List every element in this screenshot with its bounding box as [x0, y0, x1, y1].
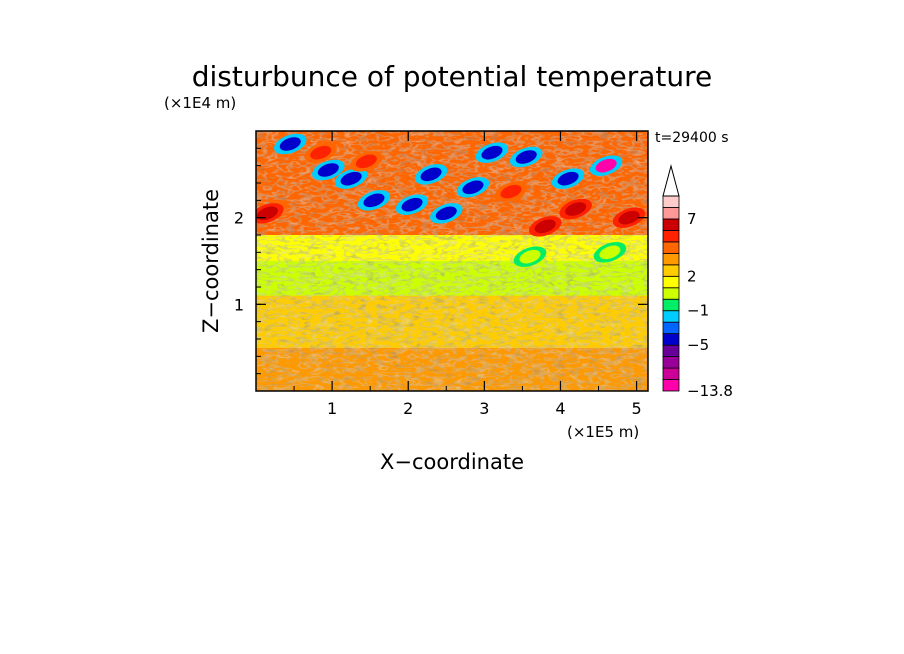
colorbar-swatch: [662, 264, 680, 277]
y-axis-label: Z−coordinate: [199, 189, 223, 333]
colorbar-extend-arrow: [662, 164, 680, 197]
field-feature: [462, 180, 484, 195]
field-feature: [279, 137, 301, 151]
colorbar-swatch: [662, 333, 680, 346]
field-feature: [256, 206, 278, 221]
field-feature: [519, 249, 541, 264]
time-label: t=29400 s: [655, 130, 729, 146]
x-axis: 1 2 3 4 5: [293, 131, 642, 418]
colorbar-swatch: [662, 356, 680, 369]
colorbar-label: −5: [687, 336, 709, 354]
field-feature: [515, 150, 537, 164]
colorbar-swatch: [662, 207, 680, 220]
colorbar: 7 2 −1 −5 −13.8: [662, 164, 733, 400]
colorbar-swatch: [662, 298, 680, 312]
field-band-texture: [256, 261, 648, 296]
field-band-texture: [256, 347, 648, 391]
x-tick-label: 3: [479, 399, 489, 418]
x-axis-label: X−coordinate: [380, 450, 524, 474]
field-feature: [420, 167, 442, 182]
field-feature: [565, 202, 587, 216]
field-feature: [355, 154, 377, 169]
colorbar-swatch: [662, 310, 680, 323]
colorbar-swatch: [662, 287, 680, 300]
field-feature: [557, 171, 579, 186]
x-tick-label: 4: [555, 399, 565, 418]
field-feature: [401, 197, 423, 212]
colorbar-swatch: [662, 344, 680, 357]
plot-area: [256, 131, 648, 391]
colorbar-label: −1: [687, 302, 709, 320]
field-band-texture: [256, 235, 648, 261]
colorbar-label: −13.8: [687, 382, 733, 400]
field-feature: [310, 145, 332, 160]
plot-frame: [255, 130, 649, 392]
chart-title: disturbunce of potential temperature: [192, 60, 713, 93]
colorbar-swatch: [662, 379, 680, 392]
x-tick-label: 2: [403, 399, 413, 418]
colorbar-swatch: [662, 218, 680, 231]
field-feature: [317, 163, 339, 177]
colorbar-label: 7: [687, 210, 697, 228]
y-tick-label: 2: [234, 209, 244, 228]
colorbar-swatch: [662, 367, 680, 380]
colorbar-swatch: [662, 230, 680, 243]
field-feature: [618, 210, 640, 225]
y-axis: 12: [234, 147, 648, 375]
y-tick-label: 1: [234, 295, 244, 314]
colorbar-label: 2: [687, 267, 697, 285]
colorbar-swatch: [662, 321, 680, 335]
colorbar-swatch: [662, 195, 680, 208]
field-feature: [340, 171, 362, 186]
field-feature: [534, 219, 556, 234]
colorbar-swatch: [662, 275, 680, 289]
field-feature: [595, 158, 617, 173]
field-feature: [435, 206, 457, 221]
field-feature: [481, 145, 503, 160]
field-feature: [500, 184, 522, 199]
field-band-texture: [256, 287, 648, 348]
x-unit-label: (×1E5 m): [567, 423, 639, 441]
x-tick-label: 1: [327, 399, 337, 418]
colorbar-swatch: [662, 241, 680, 254]
field-feature: [363, 193, 385, 208]
y-unit-label: (×1E4 m): [164, 94, 236, 112]
x-tick-label: 5: [631, 399, 641, 418]
colorbar-swatch: [662, 252, 680, 266]
field-feature: [599, 245, 621, 260]
